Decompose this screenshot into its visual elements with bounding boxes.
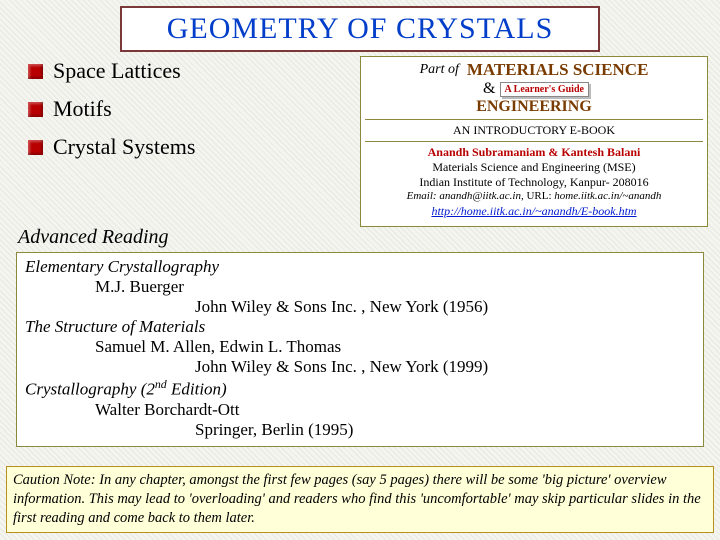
square-bullet-icon (28, 102, 43, 117)
ref-title: The Structure of Materials (25, 317, 695, 337)
ref-author: Walter Borchardt-Ott (25, 400, 695, 420)
ref-publisher: John Wiley & Sons Inc. , New York (1999) (25, 357, 695, 377)
engineering-heading: ENGINEERING (365, 98, 703, 116)
ref-title-part: Edition) (167, 380, 227, 399)
ebook-link[interactable]: http://home.iitk.ac.in/~anandh/E-book.ht… (431, 204, 636, 218)
ref-author: M.J. Buerger (25, 277, 695, 297)
divider (365, 119, 703, 120)
authors-label: Anandh Subramaniam & Kantesh Balani (365, 145, 703, 160)
references-box: Elementary Crystallography M.J. Buerger … (16, 252, 704, 447)
ref-title-part: Crystallography (2 (25, 380, 155, 399)
list-item: Motifs (28, 96, 328, 122)
ref-publisher: John Wiley & Sons Inc. , New York (1956) (25, 297, 695, 317)
page-title: GEOMETRY OF CRYSTALS (122, 12, 598, 46)
bullet-label: Crystal Systems (53, 134, 195, 160)
ref-title-sup: nd (155, 377, 167, 391)
contact-line: Email: anandh@iitk.ac.in, URL: home.iitk… (365, 190, 703, 202)
info-subheader: & A Learner's Guide (365, 80, 703, 98)
ref-publisher: Springer, Berlin (1995) (25, 420, 695, 440)
partof-label: Part of (420, 62, 459, 78)
info-header: Part of MATERIALS SCIENCE (365, 60, 703, 80)
ref-author: Samuel M. Allen, Edwin L. Thomas (25, 337, 695, 357)
url-label: URL: (526, 190, 551, 202)
bullet-label: Motifs (53, 96, 112, 122)
info-card: Part of MATERIALS SCIENCE & A Learner's … (360, 56, 708, 227)
ref-title: Crystallography (2nd Edition) (25, 377, 695, 400)
email-value: anandh@iitk.ac.in, (439, 190, 523, 202)
affiliation-line: Indian Institute of Technology, Kanpur- … (365, 175, 703, 190)
email-label: Email: (407, 190, 437, 202)
bullet-list: Space Lattices Motifs Crystal Systems (28, 58, 328, 172)
square-bullet-icon (28, 140, 43, 155)
list-item: Space Lattices (28, 58, 328, 84)
affiliation-line: Materials Science and Engineering (MSE) (365, 160, 703, 175)
divider (365, 141, 703, 142)
learners-guide-badge: A Learner's Guide (500, 82, 589, 97)
materials-science-heading: MATERIALS SCIENCE (467, 60, 649, 80)
list-item: Crystal Systems (28, 134, 328, 160)
advanced-reading-heading: Advanced Reading (18, 226, 169, 249)
ref-title: Elementary Crystallography (25, 257, 695, 277)
intro-ebook-label: AN INTRODUCTORY E-BOOK (365, 123, 703, 138)
title-box: GEOMETRY OF CRYSTALS (120, 6, 600, 52)
url-value: home.iitk.ac.in/~anandh (554, 190, 661, 202)
ampersand: & (483, 80, 495, 98)
caution-note: Caution Note: In any chapter, amongst th… (6, 466, 714, 533)
square-bullet-icon (28, 64, 43, 79)
bullet-label: Space Lattices (53, 58, 181, 84)
